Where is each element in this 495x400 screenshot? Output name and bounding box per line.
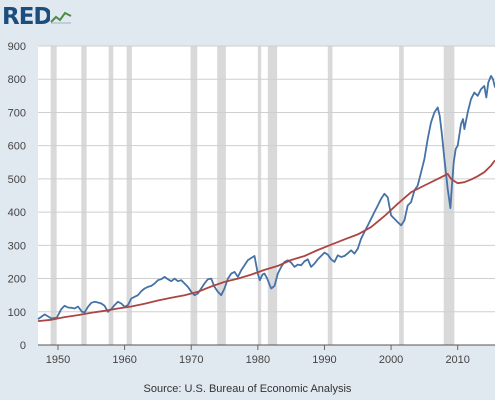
- source-note: Source: U.S. Bureau of Economic Analysis: [143, 383, 352, 395]
- x-tick-label: 1970: [179, 354, 203, 366]
- recession-band: [190, 46, 198, 345]
- recession-band: [217, 46, 226, 345]
- y-tick-label: 0: [20, 340, 26, 352]
- y-tick-label: 700: [8, 107, 26, 119]
- y-axis-ticks: 0 100 200 300 400 500 600 700 800 900: [8, 41, 26, 352]
- plot-area: [38, 46, 495, 345]
- header: RED: [0, 0, 495, 38]
- recession-band: [50, 46, 57, 345]
- y-tick-label: 900: [8, 41, 26, 53]
- recession-band: [126, 46, 132, 345]
- x-tick-label: 1950: [46, 354, 70, 366]
- x-tick-label: 1960: [112, 354, 136, 366]
- x-axis-ticks: 1950 1960 1970 1980 1990 2000 2010: [38, 344, 495, 366]
- x-tick-label: 1990: [312, 354, 336, 366]
- y-tick-label: 500: [8, 174, 26, 186]
- y-tick-label: 100: [8, 307, 26, 319]
- recession-band: [327, 46, 333, 345]
- series-line-2: [37, 159, 495, 322]
- recession-band: [108, 46, 114, 345]
- fred-logo[interactable]: RED: [2, 4, 53, 30]
- series-line-1: [37, 75, 495, 320]
- chart: 0 100 200 300 400 500 600 700 800 900 1950 1960 197…: [8, 41, 495, 366]
- recession-band: [267, 46, 278, 345]
- y-tick-label: 400: [8, 207, 26, 219]
- series-layer: [37, 75, 495, 322]
- x-tick-label: 1980: [246, 354, 270, 366]
- recession-band: [399, 46, 404, 345]
- x-tick-label: 2010: [445, 354, 469, 366]
- y-tick-label: 200: [8, 274, 26, 286]
- recession-band: [257, 46, 262, 345]
- chart-line-icon: [50, 10, 72, 24]
- x-tick-label: 2000: [379, 354, 403, 366]
- y-tick-label: 300: [8, 240, 26, 252]
- y-tick-label: 600: [8, 141, 26, 153]
- y-tick-label: 800: [8, 74, 26, 86]
- recession-band: [81, 46, 87, 345]
